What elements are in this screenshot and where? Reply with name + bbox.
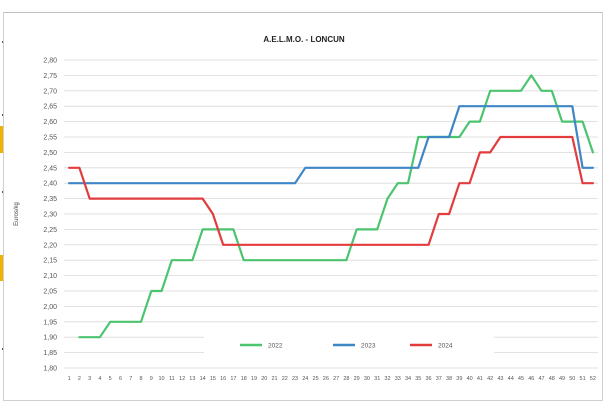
gridlines	[64, 59, 598, 369]
x-tick-label: 47	[538, 376, 544, 382]
x-tick-label: 49	[559, 376, 565, 382]
y-tick-label: 2,15	[43, 258, 57, 265]
x-tick-label: 35	[415, 376, 421, 382]
x-tick-label: 13	[189, 376, 195, 382]
x-tick-label: 14	[200, 376, 206, 382]
x-tick-label: 29	[354, 376, 360, 382]
legend-label: 2024	[438, 343, 453, 350]
left-edge-marker-top	[0, 126, 4, 153]
y-tick-label: 2,70	[43, 88, 57, 95]
x-tick-label: 51	[580, 376, 586, 382]
x-tick-label: 22	[282, 376, 288, 382]
x-tick-label: 44	[508, 376, 514, 382]
x-tick-label: 20	[261, 376, 267, 382]
y-tick-label: 2,50	[43, 150, 57, 157]
x-tick-label: 34	[405, 376, 411, 382]
y-tick-label: 2,20	[43, 242, 57, 249]
x-tick-label: 43	[497, 376, 503, 382]
x-tick-label: 36	[425, 376, 431, 382]
x-tick-label: 27	[333, 376, 339, 382]
y-tick-label: 2,10	[43, 273, 57, 280]
x-tick-label: 46	[528, 376, 534, 382]
x-tick-label: 10	[158, 376, 164, 382]
y-tick-label: 2,75	[43, 73, 57, 80]
x-tick-label: 45	[518, 376, 524, 382]
y-tick-label: 2,40	[43, 181, 57, 188]
left-edge-marker-bottom	[0, 255, 4, 281]
series-lines	[68, 74, 594, 339]
x-tick-label: 25	[313, 376, 319, 382]
y-tick-label: 2,00	[43, 304, 57, 311]
y-tick-label: 1,90	[43, 335, 57, 342]
legend-label: 2023	[361, 343, 376, 350]
series-line-2024	[68, 135, 594, 246]
x-tick-label: 23	[292, 376, 298, 382]
x-tick-label: 40	[467, 376, 473, 382]
y-tick-label: 2,55	[43, 135, 57, 142]
chart-frame: A.E.L.M.O. - LONCUN Euros/kg 1,80 1,85 1,9…	[3, 12, 603, 401]
series-line-2022	[78, 74, 594, 339]
x-tick-label: 41	[477, 376, 483, 382]
x-tick-label: 28	[343, 376, 349, 382]
y-tick-label: 2,60	[43, 119, 57, 126]
legend: 2022 2023 2024	[204, 334, 494, 354]
x-tick-label: 3	[88, 376, 91, 382]
x-tick-label: 31	[374, 376, 380, 382]
x-tick-label: 8	[139, 376, 142, 382]
y-tick-label: 1,95	[43, 319, 57, 326]
series-line-2023	[68, 105, 594, 185]
x-tick-label: 11	[169, 376, 175, 382]
y-tick-label: 2,45	[43, 165, 57, 172]
x-tick-label: 15	[210, 376, 216, 382]
x-tick-label: 26	[323, 376, 329, 382]
y-tick-label: 2,65	[43, 104, 57, 111]
x-tick-label: 39	[456, 376, 462, 382]
x-tick-label: 12	[179, 376, 185, 382]
x-tick-label: 7	[129, 376, 132, 382]
line-chart: A.E.L.M.O. - LONCUN Euros/kg 1,80 1,85 1,9…	[14, 35, 598, 382]
y-tick-label: 2,80	[43, 58, 57, 65]
x-tick-label: 4	[98, 376, 101, 382]
chart-title: A.E.L.M.O. - LONCUN	[263, 35, 345, 44]
x-tick-label: 9	[150, 376, 153, 382]
x-tick-label: 17	[230, 376, 236, 382]
x-tick-label: 6	[119, 376, 122, 382]
y-tick-label: 2,05	[43, 289, 57, 296]
legend-label: 2022	[268, 343, 283, 350]
x-tick-label: 21	[271, 376, 277, 382]
x-tick-label: 30	[364, 376, 370, 382]
y-tick-label: 2,35	[43, 196, 57, 203]
y-tick-label: 1,85	[43, 350, 57, 357]
x-tick-label: 38	[446, 376, 452, 382]
x-tick-label: 2	[78, 376, 81, 382]
x-tick-label: 19	[251, 376, 257, 382]
x-tick-label: 16	[220, 376, 226, 382]
y-tick-label: 1,80	[43, 366, 57, 373]
x-tick-label: 24	[302, 376, 308, 382]
x-tick-label: 32	[384, 376, 390, 382]
y-axis-label: Euros/kg	[14, 202, 20, 226]
x-tick-label: 48	[549, 376, 555, 382]
x-tick-label: 33	[395, 376, 401, 382]
x-tick-label: 5	[109, 376, 112, 382]
x-tick-label: 42	[487, 376, 493, 382]
y-tick-label: 2,30	[43, 212, 57, 219]
x-tick-label: 18	[241, 376, 247, 382]
x-tick-label: 1	[68, 376, 71, 382]
x-tick-label: 50	[569, 376, 575, 382]
x-axis-ticks: 1 2 3 4 5 6 7 8 9 10 11 12 13 14 15 16 17 18 19 20 21 22 23 24 2…	[68, 376, 596, 382]
y-tick-label: 2,25	[43, 227, 57, 234]
x-tick-label: 37	[436, 376, 442, 382]
y-axis-ticks: 1,80 1,85 1,90 1,95 2,00 2,05 2,10 2,15 2,20 2,25…	[43, 58, 57, 373]
x-tick-label: 52	[590, 376, 596, 382]
